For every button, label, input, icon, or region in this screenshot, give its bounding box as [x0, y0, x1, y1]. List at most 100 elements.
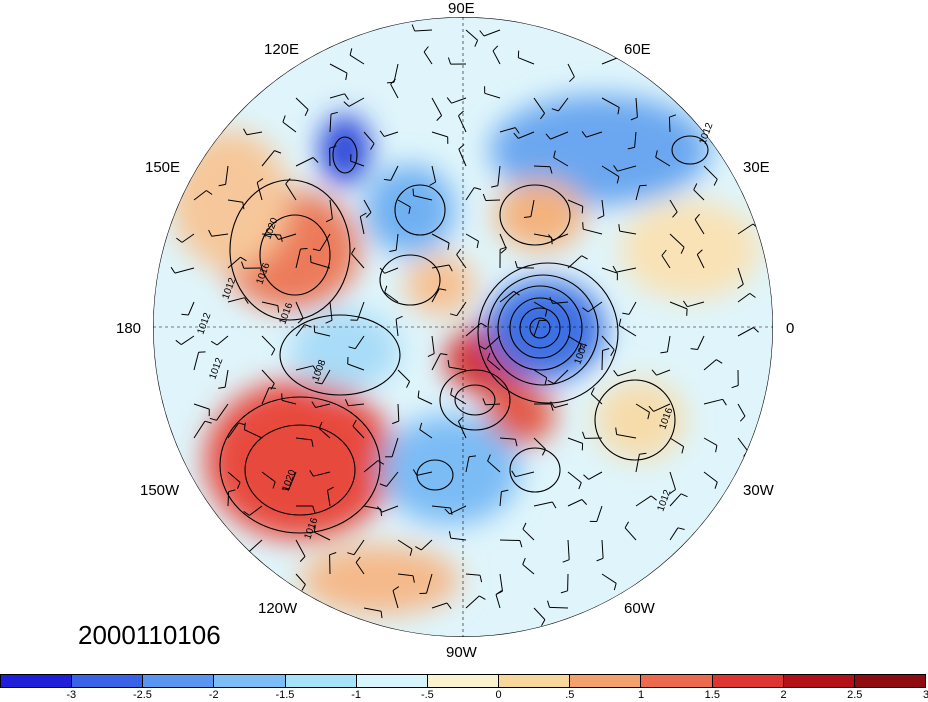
- wind-barb-flag: [682, 300, 688, 307]
- wind-barb: [518, 57, 535, 65]
- wind-barb: [359, 216, 365, 235]
- wind-barb: [533, 437, 546, 450]
- wind-barb: [669, 471, 676, 490]
- wind-barb-flag: [613, 369, 619, 377]
- wind-barb-flag: [209, 417, 217, 421]
- wind-barb: [487, 460, 501, 473]
- wind-barb: [249, 505, 263, 516]
- wind-barb-flag: [355, 556, 361, 563]
- wind-barb-flag: [522, 557, 526, 565]
- colorbar-tick-label: 3: [922, 689, 928, 701]
- wind-barb-flag: [618, 318, 622, 326]
- wind-barb: [458, 115, 467, 133]
- wind-barb-flag: [312, 248, 320, 252]
- wind-barb-flag: [618, 224, 621, 232]
- wind-barb: [295, 301, 304, 319]
- wind-barb: [553, 369, 569, 384]
- wind-barb: [392, 590, 399, 609]
- wind-barb-flag: [602, 348, 610, 351]
- wind-barb: [703, 165, 718, 180]
- wind-barb: [295, 324, 305, 337]
- wind-barb-flag: [696, 249, 703, 255]
- wind-barb-flag: [582, 307, 589, 313]
- wind-barb: [518, 131, 535, 139]
- colorbar-cell: [570, 675, 642, 687]
- colorbar-cell: [285, 675, 357, 687]
- colorbar-cell: [641, 675, 713, 687]
- wind-barb: [655, 156, 671, 167]
- wind-barb-flag: [409, 548, 413, 556]
- wind-barb: [457, 421, 467, 439]
- wind-barb: [246, 131, 263, 136]
- wind-barb-flag: [392, 420, 399, 425]
- wind-barb-flag: [282, 115, 286, 123]
- wind-barb: [668, 117, 671, 133]
- wind-barb-flag: [468, 455, 477, 458]
- wind-barb-flag: [519, 540, 523, 548]
- wind-barb-flag: [482, 398, 486, 405]
- wind-barb-flag: [446, 97, 452, 104]
- lon-label-30w: 30W: [743, 482, 774, 499]
- wind-barb-flag: [581, 255, 588, 260]
- wind-barb: [693, 189, 705, 201]
- wind-barb-flag: [501, 489, 509, 493]
- wind-barb: [737, 403, 746, 417]
- wind-barb: [449, 366, 467, 371]
- wind-barb: [227, 422, 240, 439]
- wind-barb-flag: [650, 495, 657, 501]
- wind-barb: [193, 403, 210, 410]
- wind-barb-flag: [622, 312, 630, 315]
- wind-barb-flag: [714, 481, 718, 489]
- wind-barb-flag: [681, 446, 685, 454]
- wind-barb-flag: [562, 559, 570, 563]
- wind-barb: [395, 233, 399, 251]
- wind-barb-flag: [513, 290, 520, 296]
- wind-barb-flag: [204, 420, 212, 424]
- wind-barb: [431, 353, 441, 371]
- wind-barb: [499, 437, 516, 440]
- wind-barb: [419, 429, 433, 439]
- wind-barb: [634, 131, 637, 148]
- wind-barb-flag: [474, 40, 479, 47]
- wind-barb: [737, 292, 751, 303]
- wind-barb-flag: [647, 412, 650, 420]
- wind-barb: [174, 267, 195, 274]
- wind-barb: [567, 499, 583, 507]
- wind-barb: [552, 301, 569, 304]
- wind-barb-flag: [304, 324, 312, 328]
- wind-barb: [315, 403, 331, 408]
- wind-barb: [669, 301, 688, 310]
- wind-barb: [431, 288, 440, 303]
- wind-barb-flag: [411, 24, 416, 32]
- wind-barb-flag: [541, 619, 546, 627]
- wind-barb-flag: [176, 237, 183, 243]
- wind-barb: [635, 403, 650, 413]
- wind-barb-flag: [439, 288, 447, 291]
- wind-barb: [450, 394, 467, 405]
- wind-barb-flag: [715, 445, 718, 453]
- anomaly-field: [153, 17, 773, 637]
- wind-barb: [588, 471, 603, 480]
- wind-barb: [499, 539, 520, 541]
- wind-barb-flag: [581, 206, 584, 214]
- wind-barb: [483, 29, 501, 37]
- wind-barb: [261, 150, 275, 167]
- wind-barb: [295, 157, 314, 167]
- wind-barb-flag: [582, 222, 584, 230]
- wind-barb-flag: [716, 359, 723, 364]
- wind-barb: [295, 573, 306, 585]
- wind-barb: [216, 403, 229, 421]
- wind-barb-flag: [383, 178, 391, 181]
- wind-barb: [616, 434, 637, 439]
- wind-barb-flag: [474, 187, 482, 190]
- wind-barb-flag: [547, 600, 550, 608]
- wind-barb: [314, 331, 331, 337]
- wind-barb: [244, 429, 263, 439]
- wind-barb: [533, 607, 546, 620]
- wind-barb: [616, 267, 637, 273]
- wind-barb-flag: [651, 369, 657, 376]
- contour-label-group: 1020101610121016101210081020101610121004…: [195, 121, 715, 541]
- wind-barb: [295, 539, 306, 557]
- colorbar-tick-label: -2: [208, 689, 219, 701]
- wind-barb-flag: [277, 305, 280, 313]
